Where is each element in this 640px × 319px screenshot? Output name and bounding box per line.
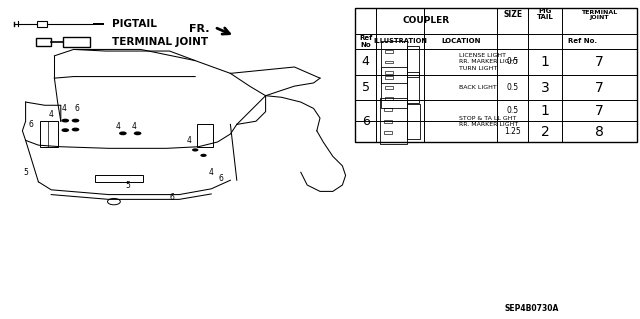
Text: Ref
No: Ref No xyxy=(359,35,372,48)
Text: Ref No.: Ref No. xyxy=(568,38,597,44)
Text: STOP & TA LL GHT
RR. MARKER LIGHT: STOP & TA LL GHT RR. MARKER LIGHT xyxy=(459,115,518,127)
Text: 1: 1 xyxy=(541,55,550,69)
Text: 7: 7 xyxy=(595,55,604,69)
Text: 4: 4 xyxy=(61,104,67,113)
Bar xyxy=(36,38,51,46)
Bar xyxy=(380,98,408,144)
Text: TERMINAL JOINT: TERMINAL JOINT xyxy=(112,37,208,47)
Bar xyxy=(407,72,419,103)
Text: 5: 5 xyxy=(125,181,131,190)
Bar xyxy=(355,8,637,142)
Bar xyxy=(37,21,47,27)
Text: 6: 6 xyxy=(169,193,174,202)
Text: TERMINAL
JOINT: TERMINAL JOINT xyxy=(581,10,618,20)
Bar xyxy=(95,175,143,182)
Circle shape xyxy=(192,148,198,152)
Text: 4: 4 xyxy=(49,110,54,119)
Text: 6: 6 xyxy=(28,120,33,129)
Bar xyxy=(408,104,420,138)
Text: 6: 6 xyxy=(218,174,223,183)
Bar xyxy=(385,97,393,100)
Text: 6: 6 xyxy=(362,115,370,128)
Text: 5: 5 xyxy=(362,81,370,94)
Text: 6: 6 xyxy=(74,104,79,113)
Text: COUPLER: COUPLER xyxy=(403,16,450,25)
Bar xyxy=(385,50,393,53)
Text: BACK LIGHT: BACK LIGHT xyxy=(459,85,497,90)
Text: LOCATION: LOCATION xyxy=(441,38,481,44)
Text: 4: 4 xyxy=(132,122,137,130)
Text: SIZE: SIZE xyxy=(503,10,522,19)
Bar xyxy=(385,76,393,79)
Text: 7: 7 xyxy=(595,81,604,95)
Text: 1: 1 xyxy=(541,104,550,118)
Text: ILLUSTRATION: ILLUSTRATION xyxy=(373,38,428,44)
Circle shape xyxy=(200,154,207,157)
Circle shape xyxy=(119,131,127,135)
Text: 4: 4 xyxy=(116,122,121,130)
Circle shape xyxy=(134,131,141,135)
Circle shape xyxy=(61,119,69,122)
Bar xyxy=(93,23,104,25)
Text: 0.5: 0.5 xyxy=(507,106,519,115)
Circle shape xyxy=(72,128,79,131)
Bar xyxy=(381,41,407,83)
Bar xyxy=(384,120,392,123)
Circle shape xyxy=(61,128,69,132)
Text: 7: 7 xyxy=(595,104,604,118)
Circle shape xyxy=(72,119,79,122)
Text: SEP4B0730A: SEP4B0730A xyxy=(504,304,558,313)
Text: 3: 3 xyxy=(541,81,550,95)
Text: PIG
TAIL: PIG TAIL xyxy=(537,8,554,20)
Text: LICENSE LIGHT
RR. MARKER LIGHT
TURN LIGHT: LICENSE LIGHT RR. MARKER LIGHT TURN LIGH… xyxy=(459,53,518,70)
Bar xyxy=(384,108,392,111)
Text: 0.5: 0.5 xyxy=(507,83,519,92)
Bar xyxy=(381,67,407,108)
Bar xyxy=(63,37,90,47)
Text: 8: 8 xyxy=(595,125,604,138)
Text: FR.: FR. xyxy=(189,24,209,34)
Text: 4: 4 xyxy=(186,136,191,145)
Text: 2: 2 xyxy=(541,125,550,138)
Text: 1.25: 1.25 xyxy=(504,127,521,136)
Bar xyxy=(40,121,58,147)
Bar xyxy=(385,86,393,89)
Bar xyxy=(197,124,213,147)
Bar xyxy=(407,46,419,78)
Text: 4: 4 xyxy=(362,56,370,68)
Text: 0.5: 0.5 xyxy=(507,57,519,66)
Bar xyxy=(385,71,393,74)
Bar xyxy=(384,131,392,134)
Text: 4: 4 xyxy=(209,168,214,177)
Text: PIGTAIL: PIGTAIL xyxy=(112,19,157,29)
Bar xyxy=(385,61,393,63)
Text: 5: 5 xyxy=(23,168,28,177)
